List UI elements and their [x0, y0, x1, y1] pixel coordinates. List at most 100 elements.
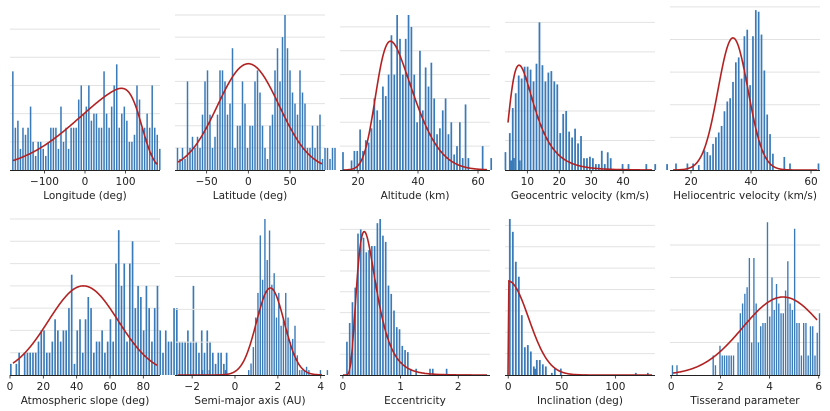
histogram-bar: [809, 326, 812, 375]
x-axis-label: Inclination (deg): [537, 395, 623, 407]
histogram-bar: [329, 158, 331, 170]
subplot-tisserand-parameter: 0 2 4 6 Tisserand parameter: [668, 222, 822, 407]
histogram-bar: [600, 150, 603, 170]
histogram-bar: [371, 246, 373, 375]
histogram-bar: [304, 103, 306, 170]
histogram-bar: [136, 85, 138, 170]
x-tick-label: 0: [505, 381, 512, 393]
histogram-bar: [68, 308, 70, 375]
histogram-bar: [416, 122, 418, 170]
histogram-bar: [373, 246, 376, 375]
histogram-bar: [326, 147, 329, 170]
histogram-bar: [518, 160, 521, 170]
histogram-bar: [606, 152, 609, 170]
histogram-bar: [206, 330, 209, 375]
x-tick-label: 40: [744, 176, 757, 188]
histogram-bar: [203, 352, 206, 375]
histogram-bar: [19, 148, 22, 170]
histogram-bar: [450, 122, 453, 170]
histogram-bar: [508, 133, 511, 170]
histogram-bar: [54, 319, 56, 375]
histogram-bar: [749, 85, 751, 170]
histogram-bar: [142, 330, 145, 375]
histogram-bar: [211, 352, 214, 375]
histogram-bar: [128, 141, 131, 170]
histogram-bar: [131, 241, 134, 375]
histogram-bar: [159, 148, 161, 170]
histogram-bar: [113, 85, 115, 170]
x-tick-label: 40: [616, 176, 629, 188]
histogram-bar: [248, 370, 250, 375]
histogram-bar: [189, 341, 192, 375]
subplot-atmospheric-slope-deg: 0 20 40 60 80 Atmospheric slope (deg): [7, 218, 228, 407]
histogram-bar: [179, 158, 181, 170]
histogram-bar: [208, 370, 211, 375]
histogram-bar: [153, 127, 156, 170]
histogram-bar: [359, 129, 361, 170]
histogram-bar: [224, 81, 226, 170]
histogram-bar: [153, 308, 156, 375]
histogram-bar: [280, 325, 282, 375]
histogram-bar: [133, 134, 136, 170]
histogram-bar: [281, 37, 284, 171]
histogram-bar: [93, 113, 95, 170]
histogram-bar: [814, 355, 816, 375]
histogram-bar: [760, 34, 763, 170]
histogram-bar: [264, 219, 266, 375]
histogram-bar: [805, 323, 807, 375]
histogram-bar: [217, 352, 220, 375]
histogram-bar: [354, 287, 357, 375]
histogram-bar: [319, 114, 321, 170]
x-axis-label: Semi-major axis (AU): [194, 395, 305, 407]
histogram-bar: [145, 285, 148, 375]
subplot-inclination-deg: 0 50 100 Inclination (deg): [505, 219, 655, 407]
histogram-bar: [73, 363, 76, 375]
histogram-bar: [45, 155, 47, 170]
histogram-bar: [246, 147, 249, 170]
x-tick-label: 1: [397, 381, 404, 393]
histogram-bar: [156, 285, 159, 375]
fit-curve: [507, 64, 652, 171]
x-axis-label: Heliocentric velocity (km/s): [673, 190, 817, 202]
histogram-bar: [732, 81, 734, 170]
histogram-bar: [187, 330, 189, 375]
histogram-bar: [48, 352, 51, 375]
histogram-bar: [714, 365, 717, 375]
histogram-bar: [117, 230, 120, 375]
histogram-bar: [264, 147, 266, 170]
histogram-bar: [535, 360, 538, 375]
histogram-bar: [134, 308, 137, 375]
histogram-bar: [429, 368, 431, 375]
histogram-bar: [256, 70, 259, 170]
histogram-bar: [719, 345, 721, 375]
histogram-bar: [741, 303, 744, 375]
histogram-bar: [346, 341, 348, 375]
histogram-bar: [98, 127, 100, 170]
histogram-bar: [529, 69, 532, 170]
histogram-bar: [209, 114, 211, 170]
histogram-bar: [789, 303, 791, 375]
x-tick-label: 60: [103, 381, 116, 393]
histogram-bar: [75, 127, 77, 170]
histogram-bar: [666, 164, 668, 170]
subplot-longitude-deg: −100 0 100 Longitude (deg): [10, 28, 161, 202]
histogram-bar: [42, 148, 45, 170]
histogram-bar: [424, 67, 427, 170]
histogram-bar: [481, 146, 484, 170]
histogram-bar: [517, 276, 520, 375]
histogram-bar: [817, 163, 820, 170]
histogram-bar: [461, 158, 464, 170]
histogram-bar: [143, 127, 146, 170]
histogram-bar: [772, 153, 774, 170]
x-axis-label: Atmospheric slope (deg): [21, 395, 150, 407]
histogram-bar: [511, 108, 514, 170]
histogram-bar: [356, 150, 359, 170]
histogram-bar: [214, 363, 217, 375]
histogram-bar: [170, 341, 173, 375]
histogram-bar: [126, 120, 128, 170]
histogram-bar: [721, 355, 723, 375]
histogram-bar: [151, 341, 153, 375]
histogram-bar: [81, 352, 84, 375]
histogram-bar: [627, 164, 630, 170]
x-tick-label: 6: [815, 381, 822, 393]
